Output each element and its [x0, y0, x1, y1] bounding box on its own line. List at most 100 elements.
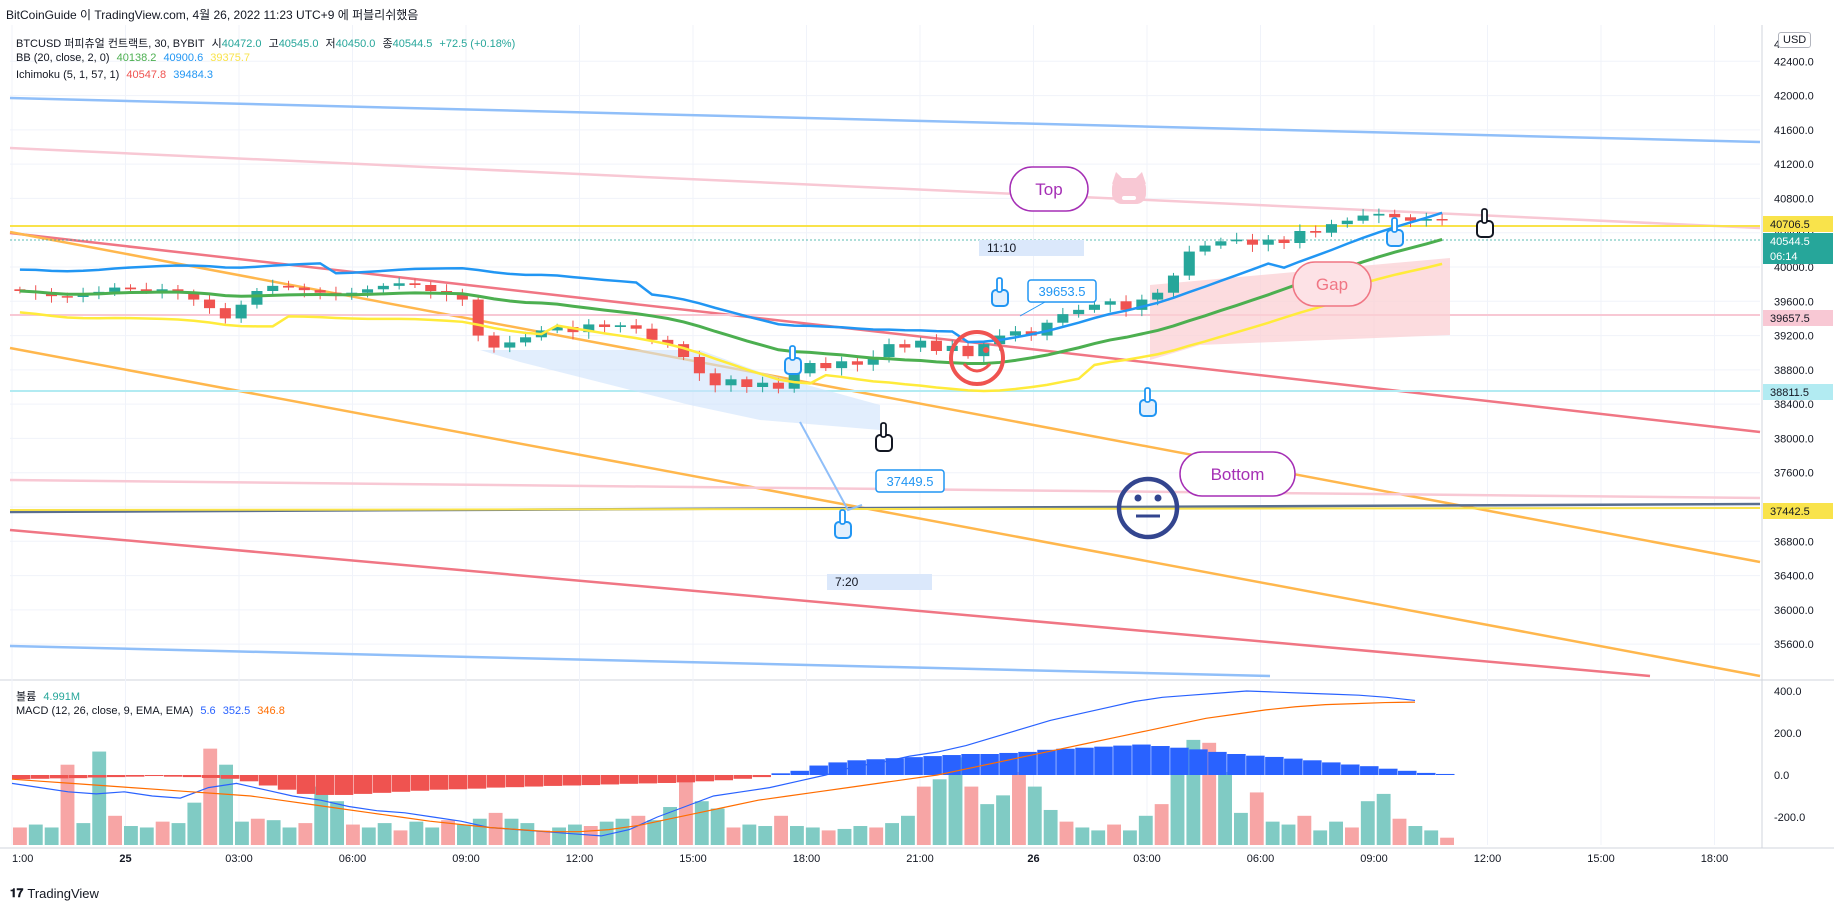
- cat-icon: [1112, 172, 1146, 204]
- legend-macd-value: 352.5: [222, 705, 251, 717]
- price-tick-label: 37600.0: [1774, 468, 1814, 480]
- macd-hist-bar: [581, 775, 601, 786]
- macd-hist-bar: [695, 775, 715, 782]
- time-tick-label: 18:00: [793, 853, 821, 865]
- macd-hist-bar: [87, 775, 107, 778]
- hand-finger: [880, 422, 887, 438]
- legend-macd-hist: 5.6: [200, 705, 216, 717]
- legend-bb-row: BB (20, close, 2, 0) 40138.2 40900.6 393…: [16, 52, 254, 64]
- macd-hist-bar: [733, 775, 752, 779]
- hand-finger: [789, 345, 796, 361]
- volume-bar: [552, 827, 566, 845]
- price-tick-label: 36000.0: [1774, 605, 1814, 617]
- volume-bar: [1059, 821, 1074, 845]
- neutral-face-icon: [1116, 476, 1180, 540]
- volume-bar: [853, 826, 868, 845]
- candle-body: [1294, 231, 1306, 243]
- hand-pointer-icon: [1386, 217, 1404, 247]
- macd-hist-bar: [1284, 758, 1303, 775]
- time-tick-label: 12:00: [1474, 853, 1502, 865]
- price-tick-label: 36800.0: [1774, 536, 1814, 548]
- price-tick-label: 41600.0: [1774, 125, 1814, 137]
- currency-button[interactable]: USD: [1778, 32, 1812, 48]
- trendline-4: [9, 346, 1761, 678]
- badge-current-price: 40544.5: [1770, 236, 1810, 248]
- macd-hist-bar: [999, 752, 1018, 775]
- candle-body: [867, 357, 879, 365]
- macd-hist-bar: [752, 775, 771, 778]
- volume-bar: [441, 820, 455, 845]
- time-tick-label: 26: [1027, 853, 1039, 865]
- price-tick-label: 36400.0: [1774, 571, 1814, 583]
- candle-body: [14, 289, 26, 291]
- legend-symbol-row: BTCUSD 퍼피츄얼 컨트랙트, 30, BYBIT 시40472.0 고40…: [16, 35, 519, 51]
- trendline-3: [9, 230, 1761, 564]
- legend-macd-signal: 346.8: [257, 705, 285, 717]
- candle-body: [377, 285, 389, 290]
- macd-hist-bar: [505, 775, 525, 788]
- macd-hist-bar: [1170, 747, 1189, 775]
- volume-bar: [1313, 830, 1328, 845]
- macd-hist-bar: [30, 775, 50, 779]
- macd-hist-bar: [676, 775, 696, 783]
- candle-body: [1420, 219, 1432, 221]
- volume-bar: [504, 818, 519, 845]
- candle-body: [1341, 220, 1353, 225]
- candle-body: [298, 287, 310, 291]
- legend-ichimoku-row: Ichimoku (5, 1, 57, 1) 40547.8 39484.3: [16, 69, 217, 81]
- measure-arrow: [799, 421, 863, 512]
- macd-hist-bar: [1132, 744, 1151, 775]
- volume-bar: [1138, 815, 1153, 845]
- price-tick-label: 41200.0: [1774, 159, 1814, 171]
- macd-hist-bar: [790, 770, 809, 775]
- candle-body: [1136, 299, 1148, 310]
- time-tick-label: 21:00: [906, 853, 934, 865]
- candle-body: [1404, 217, 1417, 221]
- candle-body: [583, 324, 595, 333]
- legend-ichimoku-v1: 40547.8: [126, 69, 167, 81]
- volume-bar: [1012, 772, 1026, 845]
- trendline-0: [9, 96, 1761, 144]
- cat-mouth: [1122, 196, 1136, 200]
- volume-bar: [1249, 792, 1264, 845]
- candle-body: [1215, 241, 1227, 246]
- macd-hist-bar: [1227, 754, 1246, 775]
- candle-body: [836, 361, 848, 369]
- macd-hist-bar: [657, 775, 677, 783]
- time-tick-label: 15:00: [1587, 853, 1615, 865]
- macd-hist-bar: [1151, 746, 1170, 775]
- candle-body: [1278, 239, 1290, 243]
- price-tick-label: 42400.0: [1774, 56, 1814, 68]
- neutral-face-outline: [1116, 476, 1180, 540]
- volume-bar: [425, 827, 440, 845]
- macd-hist-bar: [619, 775, 639, 784]
- macd-line: [11, 690, 1416, 837]
- volume-bar: [1376, 793, 1391, 845]
- price-tick-label: 35600.0: [1774, 639, 1814, 651]
- macd-hist-bar: [1094, 746, 1113, 775]
- volume-bar: [377, 823, 392, 845]
- volume-bar: [520, 823, 535, 845]
- macd-hist-bar: [277, 775, 297, 790]
- volume-bar: [298, 823, 313, 845]
- candle-body: [61, 296, 73, 298]
- candle-body: [1231, 239, 1243, 242]
- candle-body: [693, 357, 705, 374]
- candle-body: [551, 327, 563, 331]
- candle-body: [820, 363, 832, 369]
- volume-bar: [155, 821, 170, 845]
- macd-hist-bar: [1360, 766, 1379, 775]
- volume-bar: [885, 823, 899, 845]
- bb-upper-line: [19, 211, 1443, 344]
- tradingview-brand[interactable]: 𝟏𝟕 TradingView: [10, 886, 99, 901]
- macd-hist-bar: [1037, 749, 1056, 775]
- candle-body: [741, 379, 753, 387]
- hand-pointer-icon: [834, 509, 852, 539]
- time-tick-label: 09:00: [1360, 853, 1388, 865]
- candle-body: [567, 327, 579, 333]
- legend-open: 40472.0: [221, 38, 262, 50]
- macd-hist-bar: [353, 775, 373, 794]
- price-label-37449: 37449.5: [887, 474, 934, 489]
- time-box-1-bg: [979, 240, 1084, 256]
